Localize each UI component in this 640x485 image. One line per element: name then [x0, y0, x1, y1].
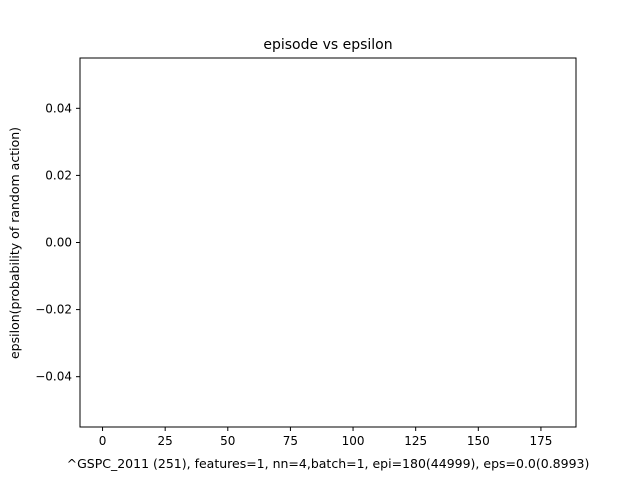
y-tick-label: 0.00	[45, 236, 72, 250]
chart-title: episode vs epsilon	[263, 37, 392, 53]
y-axis-label: epsilon(probability of random action)	[7, 127, 22, 359]
y-axis-ticks: −0.04 −0.02 0.00 0.02 0.04	[35, 101, 80, 384]
x-tick-label: 50	[220, 434, 235, 448]
y-tick-label: −0.04	[35, 370, 72, 384]
x-tick-label: 100	[342, 434, 365, 448]
y-tick-label: −0.02	[35, 303, 72, 317]
x-tick-label: 25	[158, 434, 173, 448]
x-tick-label: 150	[467, 434, 490, 448]
x-tick-label: 75	[283, 434, 298, 448]
y-tick-label: 0.04	[45, 101, 72, 115]
x-tick-label: 175	[529, 434, 552, 448]
y-tick-label: 0.02	[45, 168, 72, 182]
x-tick-label: 0	[99, 434, 107, 448]
x-axis-label: ^GSPC_2011 (251), features=1, nn=4,batch…	[67, 456, 590, 471]
x-tick-label: 125	[404, 434, 427, 448]
x-axis-ticks: 0 25 50 75 100 125 150 175	[99, 427, 552, 448]
